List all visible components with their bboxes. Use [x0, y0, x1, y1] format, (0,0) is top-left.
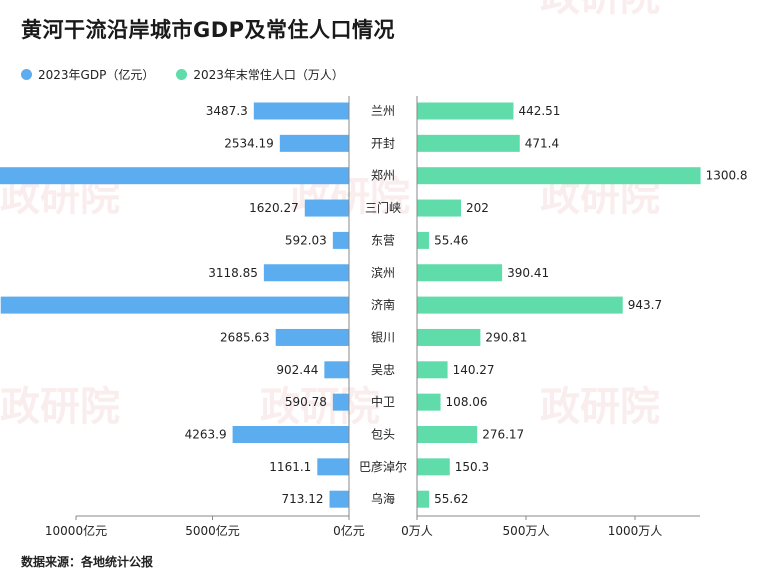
- gdp-value-label: 3487.3: [206, 104, 248, 118]
- category-label: 开封: [371, 136, 395, 150]
- category-row: 12757.4943.7济南: [0, 296, 662, 314]
- population-value-label: 108.06: [446, 395, 488, 409]
- population-bar: [417, 199, 462, 217]
- gdp-bar: [332, 231, 349, 249]
- category-row: 713.12 55.62 乌海: [282, 490, 468, 508]
- watermark-text: 政研院: [540, 0, 660, 20]
- gdp-bar: [279, 134, 349, 152]
- gdp-bar: [317, 458, 349, 476]
- category-label: 中卫: [371, 394, 395, 409]
- population-bar: [417, 134, 520, 152]
- data-source: 数据来源：各地统计公报: [21, 555, 154, 569]
- legend-label-gdp: 2023年GDP（亿元）: [38, 68, 155, 82]
- population-value-label: 55.62: [434, 492, 468, 506]
- category-label: 东营: [371, 233, 395, 247]
- population-value-label: 55.46: [434, 233, 468, 247]
- population-value-label: 150.3: [455, 460, 489, 474]
- gdp-bar: [253, 102, 349, 120]
- gdp-value-label: 1161.1: [269, 460, 311, 474]
- category-row: 4263.9 276.17 包头: [185, 426, 524, 443]
- gdp-value-label: 713.12: [282, 492, 324, 506]
- gdp-value-label: 2534.19: [224, 136, 274, 150]
- gdp-value-label: 3118.85: [208, 266, 258, 280]
- population-value-label: 1300.8: [706, 169, 748, 183]
- category-label: 郑州: [371, 168, 395, 183]
- category-row: 902.44 140.27 吴忠: [276, 361, 495, 379]
- chart-title: 黄河干流沿岸城市GDP及常住人口情况: [21, 18, 396, 42]
- gdp-value-label: 4263.9: [185, 428, 227, 442]
- category-row: 13617.81300.8郑州: [0, 167, 748, 185]
- population-value-label: 290.81: [485, 330, 527, 344]
- gdp-bar: [0, 296, 349, 314]
- population-value-label: 943.7: [628, 298, 662, 312]
- population-bar: [417, 393, 441, 411]
- category-label: 包头: [371, 428, 395, 442]
- population-bar: [417, 426, 478, 443]
- gdp-value-label: 1620.27: [249, 201, 299, 215]
- gdp-axis-tick-label: 0亿元: [333, 523, 365, 538]
- legend-item-gdp: 2023年GDP（亿元）: [21, 66, 154, 83]
- gdp-value-label: 590.78: [285, 395, 327, 409]
- category-row: 3118.85 390.41 滨州: [208, 264, 549, 282]
- bars-layer: 3487.3442.51兰州2534.19471.4开封13617.81300.…: [0, 102, 748, 508]
- gdp-bar: [0, 167, 349, 185]
- population-axis-tick-label: 500万人: [503, 524, 550, 538]
- population-value-label: 471.4: [525, 136, 559, 150]
- gdp-bar: [332, 393, 349, 411]
- population-bar: [417, 167, 701, 185]
- legend-swatch-population: [176, 69, 188, 80]
- gdp-axis-tick-label: 10000亿元: [45, 523, 107, 538]
- population-bar: [417, 264, 503, 282]
- legend: 2023年GDP（亿元） 2023年末常住人口（万人）: [21, 66, 366, 83]
- population-bar: [417, 102, 514, 120]
- legend-swatch-gdp: [21, 69, 32, 80]
- category-row: 590.78 108.06 中卫: [285, 393, 488, 411]
- population-bar: [417, 328, 481, 346]
- category-row: 1620.27 202 三门峡: [249, 199, 489, 217]
- category-row: 2685.63 290.81 银川: [220, 328, 527, 346]
- category-row: 592.03 55.46 东营: [285, 231, 468, 249]
- population-value-label: 140.27: [453, 363, 495, 377]
- population-axis-tick-label: 1000万人: [608, 524, 663, 538]
- category-label: 兰州: [371, 104, 395, 118]
- category-label: 银川: [371, 330, 395, 344]
- population-axis-tick-label: 0万人: [401, 524, 433, 538]
- population-bar: [417, 458, 450, 476]
- population-bar: [417, 296, 623, 314]
- gdp-bar: [232, 426, 349, 443]
- category-label: 三门峡: [365, 200, 401, 215]
- category-row: 3487.3 442.51 兰州: [206, 102, 560, 120]
- axes-layer: 10000亿元 5000亿元 0亿元 0万人 500万人 1000万人: [45, 96, 700, 538]
- gdp-value-label: 902.44: [276, 363, 318, 377]
- population-value-label: 442.51: [518, 104, 560, 118]
- gdp-bar: [263, 264, 349, 282]
- watermark-text: 政研院: [540, 384, 660, 430]
- category-label: 济南: [371, 297, 395, 312]
- category-label: 巴彦淖尔: [359, 459, 407, 474]
- gdp-bar: [275, 328, 349, 346]
- gdp-bar: [304, 199, 349, 217]
- gdp-value-label: 2685.63: [220, 330, 270, 344]
- gdp-bar: [329, 490, 349, 508]
- category-row: 1161.1 150.3 巴彦淖尔: [269, 458, 489, 476]
- population-value-label: 276.17: [482, 428, 524, 442]
- gdp-axis-tick-label: 5000亿元: [185, 523, 240, 538]
- category-label: 滨州: [371, 265, 395, 280]
- gdp-bar: [324, 361, 349, 379]
- population-bar: [417, 361, 448, 379]
- population-bar: [417, 490, 430, 508]
- legend-label-population: 2023年末常住人口（万人）: [193, 68, 344, 82]
- gdp-value-label: 592.03: [285, 233, 327, 247]
- category-label: 乌海: [371, 491, 395, 506]
- watermark-text: 政研院: [0, 384, 120, 430]
- category-row: 2534.19 471.4 开封: [224, 134, 559, 152]
- population-bar: [417, 231, 430, 249]
- category-label: 吴忠: [371, 363, 395, 377]
- population-value-label: 202: [466, 201, 489, 215]
- population-value-label: 390.41: [507, 266, 549, 280]
- legend-item-population: 2023年末常住人口（万人）: [176, 66, 344, 83]
